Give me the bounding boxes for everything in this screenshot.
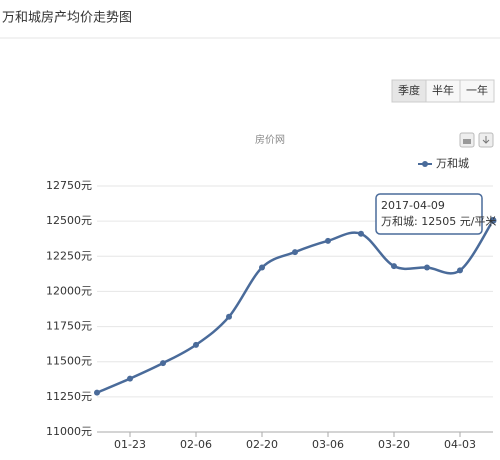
point — [488, 215, 498, 225]
point — [292, 249, 298, 256]
point — [193, 341, 199, 348]
button-label[interactable]: 季度 — [398, 83, 420, 97]
button-label[interactable]: 一年 — [466, 83, 488, 97]
y-tick-label: 12500元 — [46, 214, 92, 227]
chart-subtitle: 房价网 — [255, 133, 285, 146]
x-tick-label: 02-06 — [180, 438, 212, 451]
y-tick-label: 12750元 — [46, 179, 92, 192]
y-tick-label: 12250元 — [46, 249, 92, 262]
x-tick-label: 02-20 — [246, 438, 278, 451]
tooltip-date: 2017-04-09 — [381, 199, 445, 212]
point — [391, 263, 397, 270]
x-tick-label: 01-23 — [114, 438, 146, 451]
legend-marker — [422, 161, 428, 167]
y-tick-label: 11000元 — [46, 425, 92, 438]
point — [424, 264, 430, 271]
button-label[interactable]: 半年 — [432, 83, 454, 97]
y-tick-label: 12000元 — [46, 284, 92, 297]
tooltip-box — [375, 193, 483, 235]
download-glyph — [482, 136, 490, 144]
y-tick-label: 11500元 — [46, 355, 92, 368]
point — [325, 237, 331, 244]
y-tick-label: 11750元 — [46, 320, 92, 333]
y-tick-label: 11250元 — [46, 390, 92, 403]
point — [259, 264, 265, 271]
button[interactable] — [459, 79, 495, 103]
tooltip-value: 万和城: 12505 元/平米 — [381, 215, 496, 228]
series-line — [96, 219, 495, 394]
point — [226, 313, 232, 320]
page-title: 万和城房产均价走势图 — [2, 10, 132, 26]
x-tick-label: 03-20 — [378, 438, 410, 451]
legend-label: 万和城 — [436, 157, 469, 170]
point — [160, 360, 166, 367]
point — [94, 389, 100, 396]
point — [358, 230, 364, 237]
x-tick-label: 04-03 — [444, 438, 476, 451]
print-glyph — [463, 139, 471, 144]
point — [127, 375, 133, 382]
x-tick-label: 03-06 — [312, 438, 344, 451]
point — [457, 267, 463, 274]
